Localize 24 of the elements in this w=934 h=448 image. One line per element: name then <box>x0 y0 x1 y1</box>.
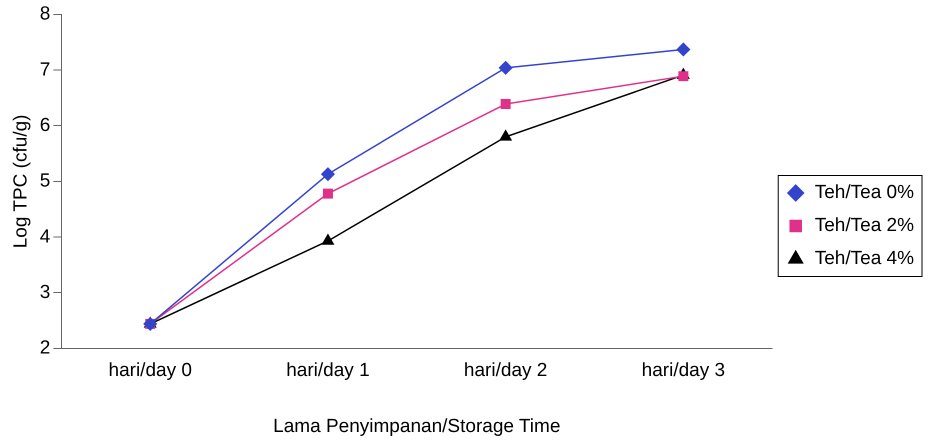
y-tick-label: 4 <box>40 226 51 248</box>
y-tick-label: 6 <box>40 114 50 136</box>
x-tick-label: hari/day 2 <box>464 360 548 382</box>
point <box>678 71 688 82</box>
legend-label: Teh/Tea 0% <box>814 182 914 204</box>
x-tick-label: hari/day 1 <box>286 360 370 382</box>
point <box>676 42 690 56</box>
y-axis-title: Log TPC (cfu/g) <box>10 114 32 248</box>
point <box>322 188 333 199</box>
x-axis-title: Lama Penyimpanan/Storage Time <box>273 416 560 437</box>
point <box>498 61 512 75</box>
legend-label: Teh/Tea 4% <box>814 248 914 270</box>
y-tick-label: 2 <box>40 338 50 359</box>
y-tick-label: 7 <box>40 59 50 80</box>
point <box>322 234 334 245</box>
point <box>500 130 512 141</box>
y-tick-label: 5 <box>40 170 50 192</box>
x-tick-label: hari/day 0 <box>108 360 192 382</box>
legend-label: Teh/Tea 2% <box>814 215 914 236</box>
point <box>321 167 335 181</box>
point <box>500 99 511 110</box>
y-tick-label: 3 <box>40 282 50 303</box>
x-tick-label: hari/day 3 <box>642 360 726 382</box>
y-tick-label: 8 <box>40 4 50 25</box>
